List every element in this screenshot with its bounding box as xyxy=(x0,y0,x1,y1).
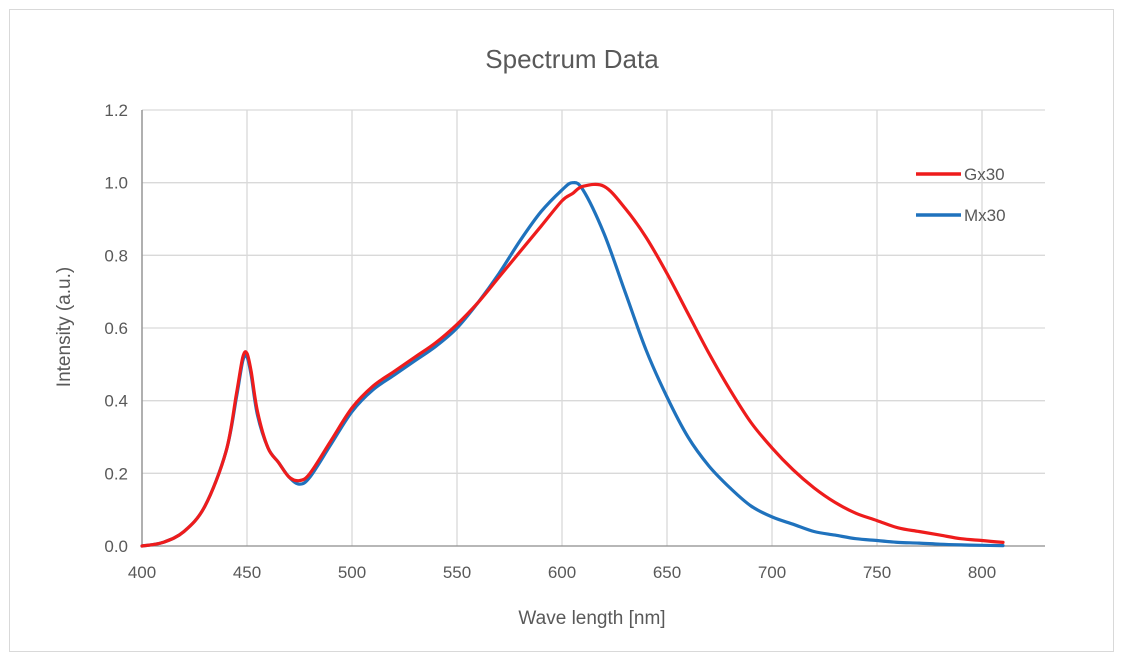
x-axis-title: Wave length [nm] xyxy=(518,608,665,629)
y-tick-label: 0.0 xyxy=(104,537,128,556)
y-tick-label: 0.6 xyxy=(104,319,128,338)
x-tick-label: 750 xyxy=(863,563,891,582)
x-tick-label: 600 xyxy=(548,563,576,582)
y-tick-label: 0.4 xyxy=(104,392,128,411)
legend-label-mx30: Mx30 xyxy=(964,206,1006,225)
x-tick-label: 450 xyxy=(233,563,261,582)
y-tick-label: 0.2 xyxy=(104,464,128,483)
y-tick-label: 1.0 xyxy=(104,174,128,193)
legend-label-gx30: Gx30 xyxy=(964,165,1005,184)
series-lines xyxy=(140,181,1005,548)
gridlines xyxy=(141,109,1045,547)
tick-labels: 0.0 0.2 0.4 0.6 0.8 1.0 1.2 400 450 500 550 600 650 7… xyxy=(104,101,996,582)
chart-title: Spectrum Data xyxy=(485,44,659,74)
y-tick-label: 0.8 xyxy=(104,246,128,265)
x-tick-label: 500 xyxy=(338,563,366,582)
x-tick-label: 400 xyxy=(128,563,156,582)
series-line-gx30 xyxy=(140,182,1005,548)
x-tick-label: 800 xyxy=(968,563,996,582)
y-tick-label: 1.2 xyxy=(104,101,128,120)
y-axis-title: Intensity (a.u.) xyxy=(54,267,75,387)
x-tick-label: 650 xyxy=(653,563,681,582)
x-tick-label: 550 xyxy=(443,563,471,582)
series-line-mx30 xyxy=(140,181,1005,548)
x-tick-label: 700 xyxy=(758,563,786,582)
legend: Gx30 Mx30 xyxy=(916,165,1006,225)
